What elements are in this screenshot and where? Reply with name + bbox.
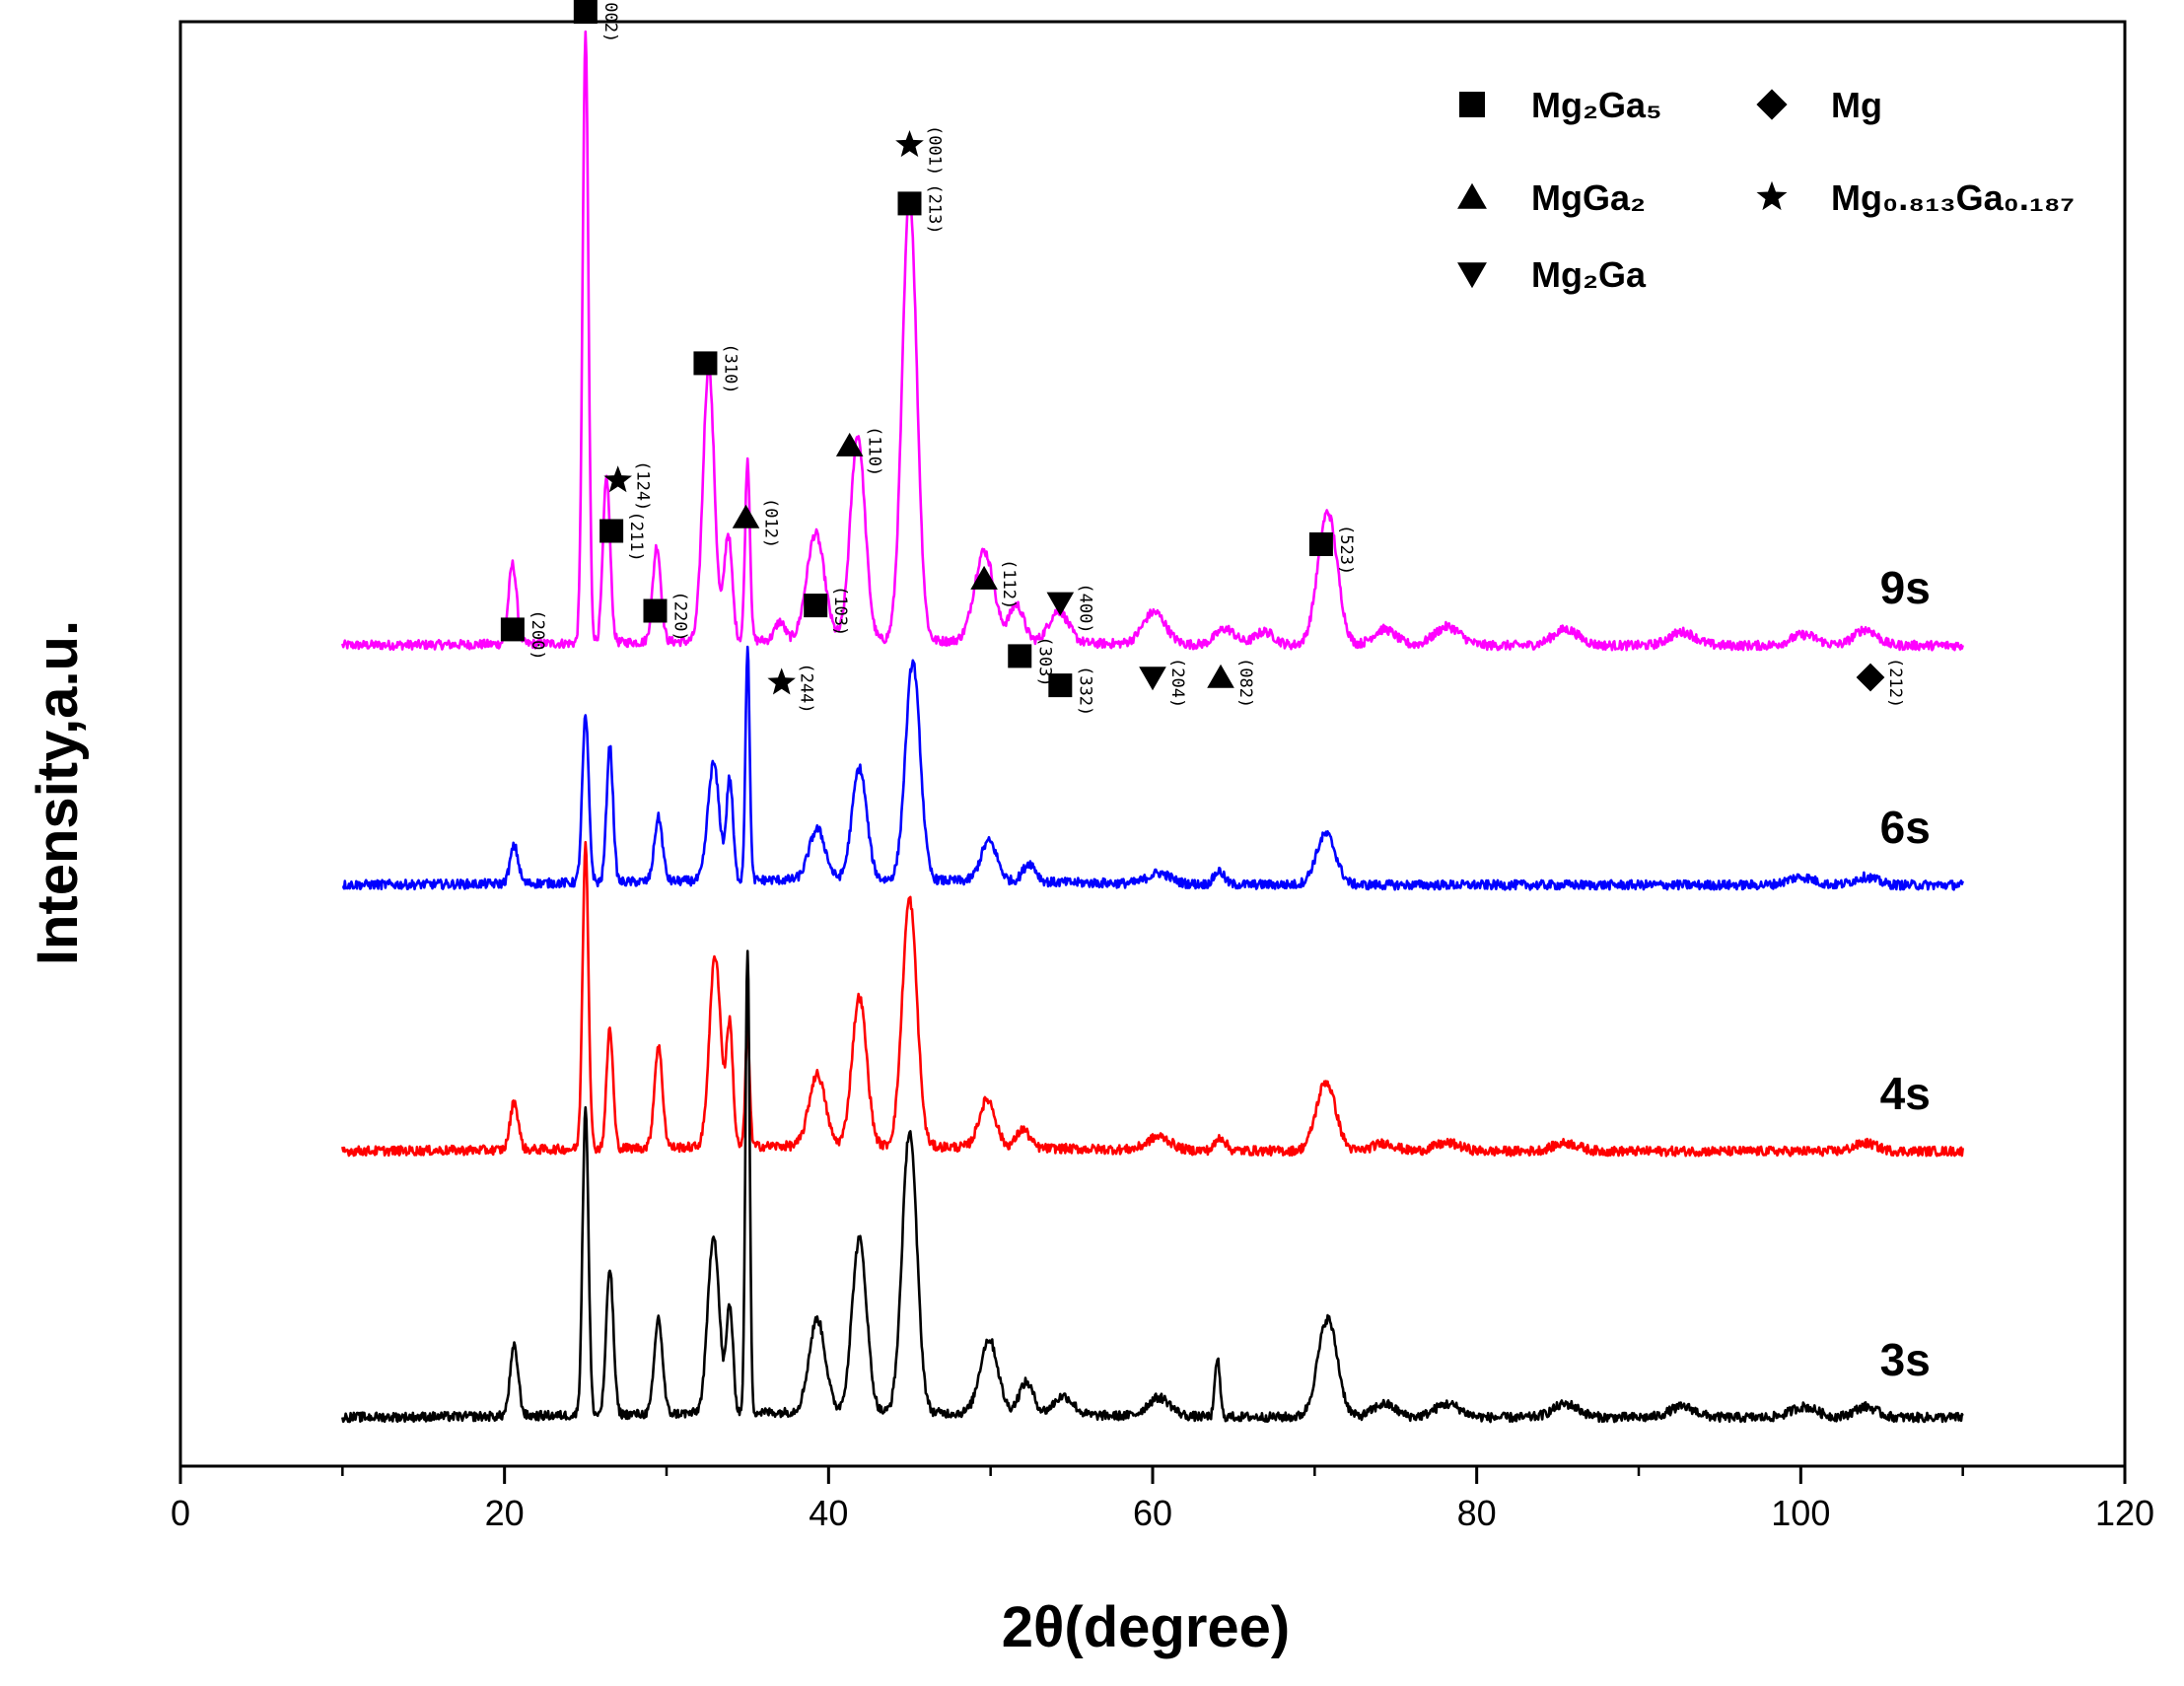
x-tick-label: 20 bbox=[485, 1493, 525, 1533]
phase-marker-triangle-up bbox=[970, 565, 998, 590]
series-line-3s bbox=[341, 949, 1964, 1424]
phase-marker-triangle-down bbox=[1046, 592, 1075, 616]
phase-marker-triangle-up bbox=[835, 432, 864, 457]
miller-index-label: (310) bbox=[720, 343, 740, 393]
phase-marker-triangle-up bbox=[1207, 664, 1234, 688]
phase-marker-square bbox=[804, 594, 828, 618]
miller-index-label: (200) bbox=[528, 609, 547, 660]
miller-index-label: (523) bbox=[1336, 525, 1356, 575]
series-line-6s bbox=[341, 645, 1964, 891]
phase-markers: (200) (002) (211)(124) (220) (310) (012) (244)… bbox=[500, 0, 1905, 716]
phase-marker-square bbox=[643, 598, 668, 623]
miller-index-label: (124) bbox=[633, 460, 653, 511]
legend-label: Mg₀.₈₁₃Ga₀.₁₈₇ bbox=[1831, 177, 2075, 218]
series-label: 3s bbox=[1880, 1334, 1931, 1385]
miller-index-label: (082) bbox=[1235, 658, 1255, 708]
miller-index-label: (400) bbox=[1075, 583, 1094, 633]
legend-label: Mg bbox=[1831, 85, 1882, 125]
phase-marker-triangle-up bbox=[732, 504, 760, 528]
phase-marker-star bbox=[895, 130, 924, 158]
legend: Mg₂Ga₅ Mg MgGa₂ Mg₀.₈₁₃Ga₀.₁₈₇ Mg₂Ga bbox=[1457, 85, 2075, 295]
series-label: 9s bbox=[1880, 562, 1931, 613]
legend-symbol-triangle-down bbox=[1457, 262, 1487, 289]
series-line-9s bbox=[341, 30, 1964, 652]
x-axis-title: 2θ(degree) bbox=[1002, 1595, 1290, 1659]
x-tick-label: 0 bbox=[171, 1493, 190, 1533]
phase-marker-square bbox=[897, 191, 922, 216]
legend-label: MgGa₂ bbox=[1531, 177, 1646, 218]
phase-marker-square bbox=[599, 519, 624, 543]
miller-index-label: (112) bbox=[999, 559, 1019, 609]
miller-index-label: (332) bbox=[1075, 666, 1094, 716]
miller-index-label: (211) bbox=[626, 512, 646, 562]
legend-symbol-square bbox=[1459, 92, 1485, 117]
phase-marker-square bbox=[1048, 673, 1073, 698]
miller-index-label: (213) bbox=[925, 183, 945, 234]
phase-marker-star bbox=[603, 465, 632, 493]
legend-symbol-star bbox=[1756, 180, 1788, 211]
miller-index-label: (012) bbox=[761, 498, 781, 548]
x-tick-label: 60 bbox=[1133, 1493, 1172, 1533]
miller-index-label: (110) bbox=[865, 426, 884, 476]
miller-index-label: (001) bbox=[925, 125, 945, 176]
miller-index-label: (220) bbox=[669, 592, 689, 642]
series-labels: 9s 6s 4s 3s bbox=[1880, 562, 1931, 1385]
series-layer bbox=[341, 30, 1964, 1424]
x-tick-label: 100 bbox=[1771, 1493, 1830, 1533]
legend-symbol-triangle-up bbox=[1457, 182, 1487, 209]
series-line-4s bbox=[341, 840, 1964, 1158]
x-axis: 0 20 40 60 80 100 120 bbox=[171, 1466, 2154, 1533]
miller-index-label: (002) bbox=[600, 0, 620, 42]
legend-symbol-diamond bbox=[1756, 89, 1788, 120]
miller-index-label: (103) bbox=[830, 586, 850, 636]
phase-marker-square bbox=[1308, 532, 1333, 556]
phase-marker-square bbox=[573, 0, 598, 24]
phase-marker-diamond bbox=[1856, 663, 1885, 692]
miller-index-label: (204) bbox=[1167, 658, 1187, 708]
x-tick-label: 80 bbox=[1457, 1493, 1497, 1533]
phase-marker-square bbox=[693, 351, 718, 376]
x-tick-label: 120 bbox=[2095, 1493, 2154, 1533]
legend-label: Mg₂Ga₅ bbox=[1531, 85, 1662, 125]
phase-marker-star bbox=[767, 667, 796, 695]
phase-marker-triangle-down bbox=[1139, 667, 1166, 691]
y-axis-title: Intensity,a.u. bbox=[26, 620, 90, 965]
miller-index-label: (212) bbox=[1885, 658, 1905, 708]
x-tick-label: 40 bbox=[809, 1493, 848, 1533]
legend-label: Mg₂Ga bbox=[1531, 254, 1647, 295]
phase-marker-square bbox=[500, 617, 525, 642]
plot-frame bbox=[178, 20, 2127, 1468]
miller-index-label: (244) bbox=[797, 663, 816, 713]
phase-marker-square bbox=[1008, 644, 1032, 668]
series-label: 6s bbox=[1880, 802, 1931, 853]
series-label: 4s bbox=[1880, 1068, 1931, 1119]
